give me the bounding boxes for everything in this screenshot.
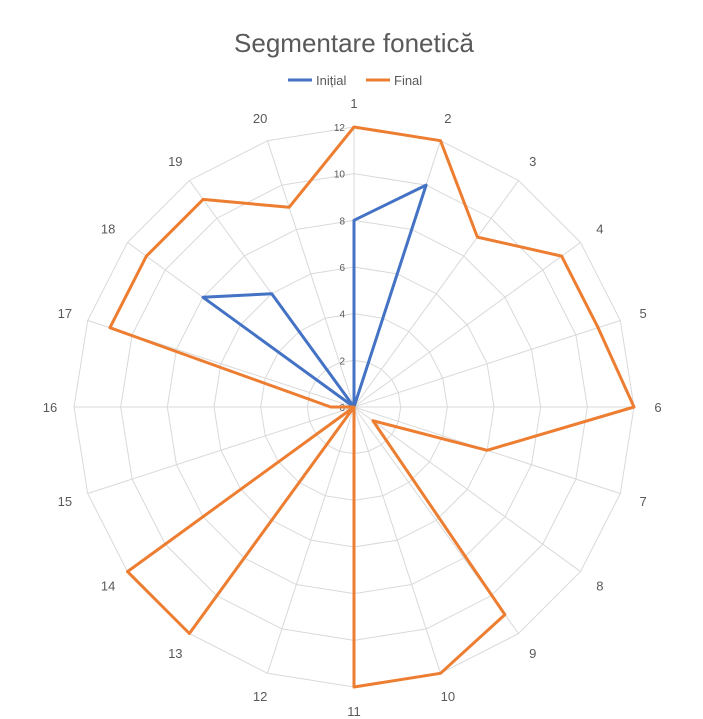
- grid-spoke: [353, 406, 442, 674]
- grid-spoke: [87, 406, 355, 495]
- grid-spoke: [353, 406, 581, 572]
- category-label: 16: [43, 400, 57, 415]
- legend-label-final: Final: [394, 73, 422, 88]
- category-label: 3: [529, 154, 536, 169]
- category-label: 9: [529, 646, 536, 661]
- radial-tick-label: 6: [339, 263, 345, 274]
- grid-spoke: [353, 180, 519, 408]
- category-label: 7: [639, 494, 646, 509]
- category-label: 15: [58, 494, 72, 509]
- radial-tick-label: 12: [334, 123, 346, 134]
- legend: Inițial Final: [288, 73, 422, 88]
- category-label: 8: [596, 579, 603, 594]
- category-label: 17: [58, 306, 72, 321]
- category-label: 13: [168, 646, 182, 661]
- chart-title: Segmentare fonetică: [234, 28, 474, 58]
- category-label: 5: [639, 306, 646, 321]
- category-label: 4: [596, 221, 603, 236]
- radial-tick-label: 8: [339, 216, 345, 227]
- legend-label-initial: Inițial: [316, 73, 346, 88]
- series-lines: [108, 125, 636, 689]
- grid-spoke: [266, 140, 355, 408]
- grid-spoke: [353, 242, 581, 408]
- category-label: 1: [350, 96, 357, 111]
- radial-tick-label: 10: [334, 170, 346, 181]
- category-label: 12: [253, 689, 267, 704]
- radial-tick-label: 4: [339, 310, 345, 321]
- grid-spoke: [266, 406, 355, 674]
- category-label: 20: [253, 111, 267, 126]
- grid-spoke: [353, 319, 621, 408]
- category-label: 2: [444, 111, 451, 126]
- category-label: 18: [101, 221, 115, 236]
- category-label: 10: [441, 689, 455, 704]
- category-label: 6: [654, 400, 661, 415]
- series-line-final: [108, 125, 636, 689]
- category-label: 14: [101, 579, 115, 594]
- radial-tick-label: 2: [339, 356, 345, 367]
- category-label: 19: [168, 154, 182, 169]
- category-label: 11: [347, 704, 361, 719]
